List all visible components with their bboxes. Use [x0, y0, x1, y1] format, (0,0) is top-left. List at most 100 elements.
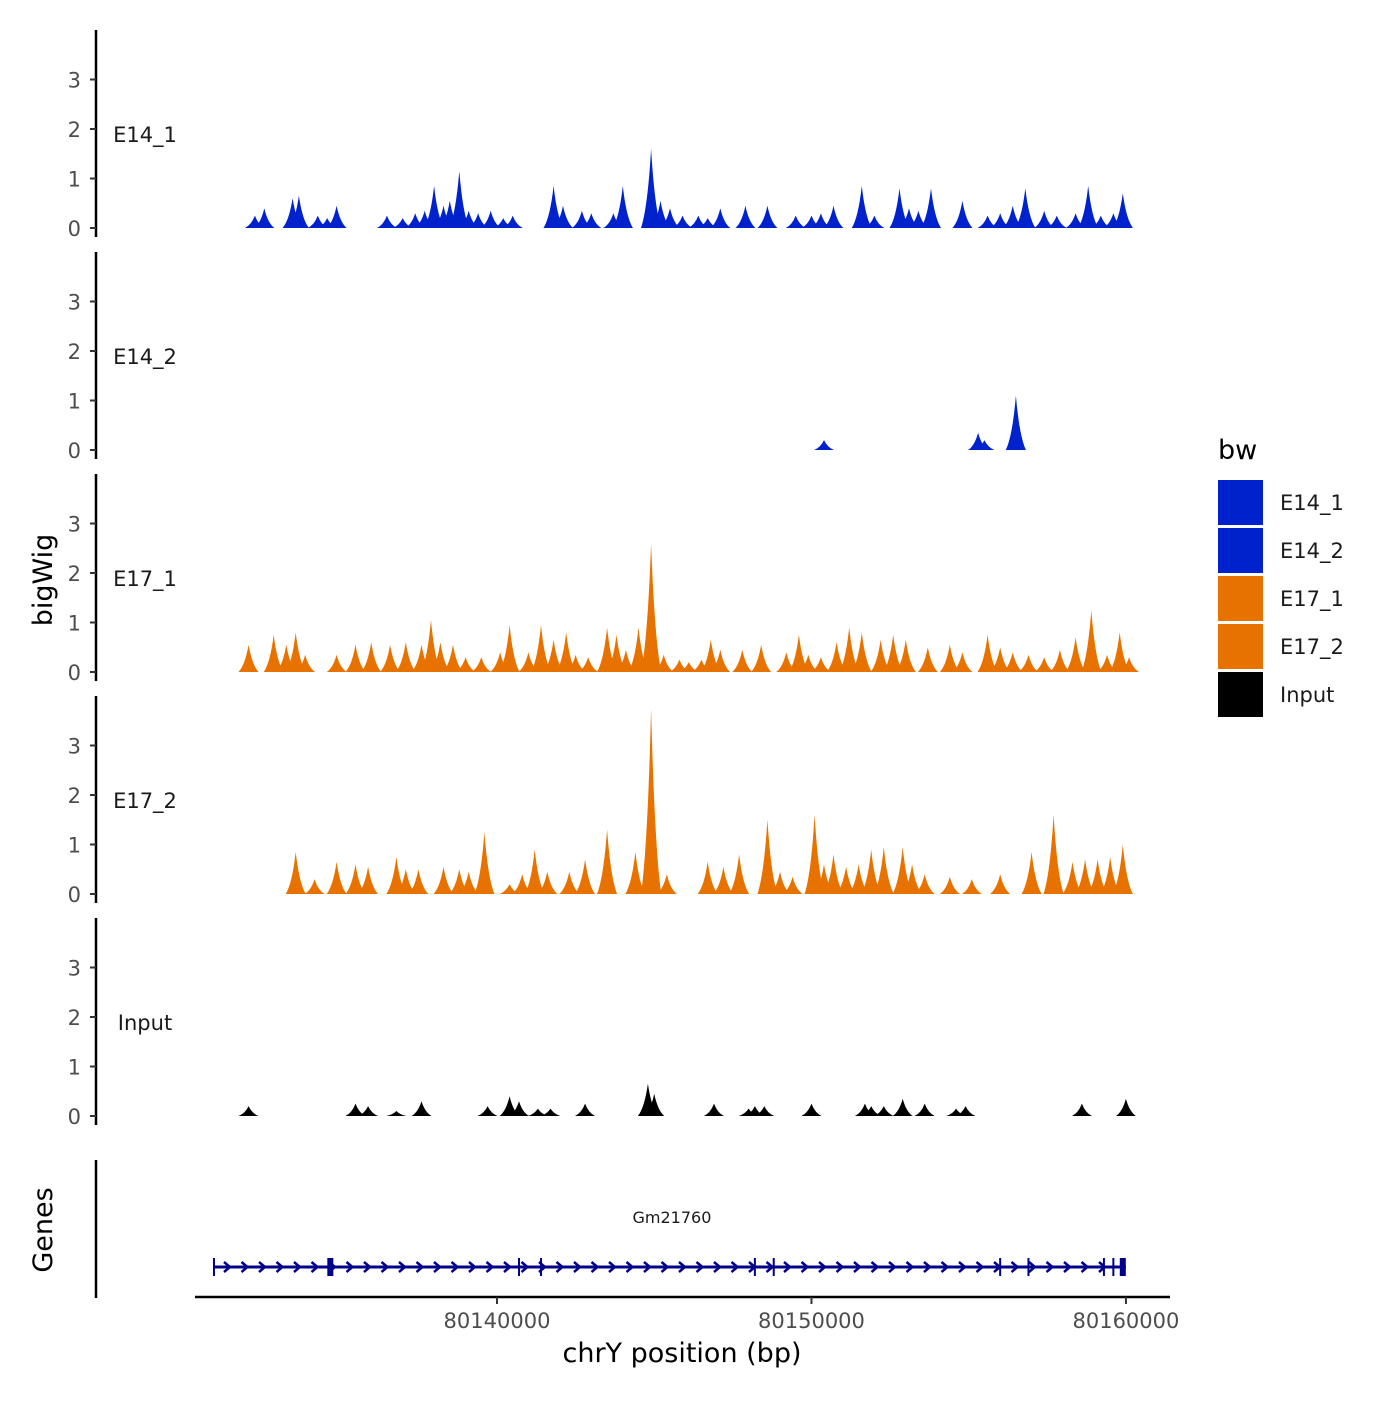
coverage-peak: [804, 814, 825, 894]
strand-arrow: [835, 1261, 845, 1273]
strand-arrow: [380, 1261, 390, 1273]
coverage-peak: [411, 1101, 432, 1116]
coverage-peak: [326, 861, 347, 894]
coverage-peak: [782, 876, 803, 894]
coverage-peak: [263, 634, 284, 672]
x-tick-label: 80160000: [1072, 1309, 1179, 1333]
coverage-peak: [697, 218, 718, 228]
coverage-peak: [1034, 210, 1055, 228]
coverage-peak: [939, 876, 960, 894]
coverage-peak: [430, 642, 451, 672]
coverage-peak: [810, 657, 831, 672]
x-axis-title: chrY position (bp): [562, 1338, 801, 1369]
y-tick-label: 2: [68, 340, 81, 364]
strand-arrow: [660, 1261, 670, 1273]
coverage-peak: [615, 649, 636, 672]
x-tick-label: 80150000: [758, 1309, 865, 1333]
coverage-peak: [458, 871, 479, 894]
coverage-peak: [644, 1093, 665, 1116]
legend-item-e17_1: E17_1: [1218, 576, 1344, 621]
y-tick-label: 1: [68, 1056, 81, 1080]
coverage-peak: [326, 205, 347, 228]
y-tick-label: 3: [68, 69, 81, 93]
coverage-peak: [543, 639, 564, 672]
coverage-peak: [864, 215, 885, 228]
strand-arrow: [293, 1261, 302, 1273]
coverage-peak: [1071, 1103, 1092, 1116]
strand-arrow: [433, 1261, 442, 1273]
coverage-peak: [729, 854, 750, 894]
coverage-peak: [861, 849, 882, 894]
coverage-peak: [757, 205, 778, 228]
coverage-peak: [977, 634, 998, 672]
coverage-peak: [254, 208, 275, 228]
coverage-peak: [892, 1098, 913, 1116]
y-tick-label: 1: [68, 834, 81, 858]
coverage-peak: [361, 642, 382, 672]
coverage-peak: [770, 871, 791, 894]
coverage-peak: [917, 647, 938, 672]
coverage-peak: [895, 639, 916, 672]
coverage-peak: [1065, 637, 1086, 672]
coverage-peak: [788, 634, 809, 672]
coverage-peak: [238, 644, 259, 672]
strand-arrow: [485, 1261, 495, 1273]
coverage-peak: [873, 847, 894, 894]
coverage-peak: [892, 847, 913, 894]
track-e14_2: 0 1 2 3 E14_2: [68, 252, 1026, 463]
coverage-peak: [883, 634, 904, 672]
coverage-peak: [1119, 657, 1140, 672]
coverage-peak: [474, 832, 495, 894]
coverage-peak: [527, 1108, 548, 1116]
y-tick-label: 0: [68, 661, 81, 685]
y-axis-title: bigWig: [28, 534, 59, 627]
track-label-e17_2: E17_2: [113, 789, 177, 814]
coverage-peak: [326, 654, 347, 672]
coverage-peak: [1018, 654, 1039, 672]
legend-swatch: [1218, 480, 1263, 525]
coverage-peak: [531, 625, 552, 672]
x-tick-label: 80140000: [444, 1309, 551, 1333]
coverage-peak: [823, 854, 844, 894]
coverage-peak: [1002, 205, 1023, 228]
coverage-peak: [285, 632, 306, 672]
strand-arrow: [590, 1261, 600, 1273]
strand-arrow: [1098, 1261, 1107, 1273]
strand-arrow: [503, 1261, 512, 1273]
legend-item-input: Input: [1218, 672, 1334, 717]
coverage-peak: [433, 866, 454, 894]
coverage-peak: [1115, 1098, 1136, 1116]
coverage-peak: [641, 543, 662, 672]
coverage-peak: [889, 188, 910, 228]
coverage-peak: [1062, 861, 1083, 894]
y-tick-label: 1: [68, 612, 81, 636]
coverage-peak: [961, 879, 982, 894]
strand-arrow: [1063, 1261, 1072, 1273]
gene-track: Gm21760: [94, 1160, 1126, 1298]
coverage-peak: [288, 195, 309, 228]
coverage-peak: [345, 864, 366, 894]
coverage-peak: [380, 644, 401, 672]
track-label-e17_1: E17_1: [113, 567, 177, 592]
coverage-peak: [952, 200, 973, 228]
coverage-peak: [524, 849, 545, 894]
coverage-peak: [826, 642, 847, 672]
coverage-peak: [1034, 657, 1055, 672]
x-axis: 80140000 80150000 80160000: [195, 1295, 1179, 1333]
coverage-peak: [295, 654, 316, 672]
strand-arrow: [363, 1261, 372, 1273]
genes-axis-title: Genes: [28, 1187, 59, 1272]
coverage-peak: [477, 1106, 498, 1116]
strand-arrow: [625, 1261, 635, 1273]
coverage-peak: [914, 874, 935, 894]
coverage-peak: [839, 627, 860, 672]
coverage-peak: [606, 634, 627, 672]
legend-label: Input: [1280, 683, 1334, 707]
legend: bw E14_1 E14_2 E17_1 E17_2 Input: [1218, 435, 1344, 717]
coverage-peak: [449, 171, 470, 228]
coverage-peak: [508, 1101, 530, 1116]
exon-mark: [753, 1258, 756, 1276]
exon-mark: [999, 1258, 1002, 1276]
coverage-peak: [480, 210, 501, 228]
coverage-peak: [578, 657, 599, 672]
